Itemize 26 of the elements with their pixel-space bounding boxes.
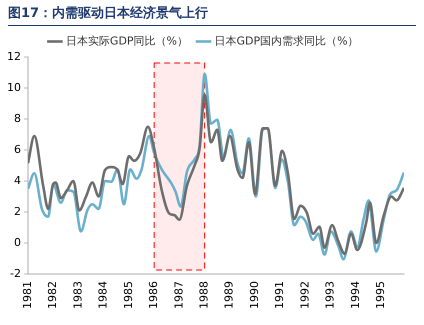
y-tick-label: -2 <box>10 266 21 280</box>
x-tick-label: 1993 <box>324 281 337 310</box>
y-tick-label: 2 <box>14 204 21 218</box>
x-tick-label: 1995 <box>374 281 388 310</box>
x-tick-label: 1991 <box>273 281 286 310</box>
x-tick-label: 1982 <box>46 281 60 310</box>
legend-label: 日本实际GDP同比（%） <box>66 34 188 48</box>
x-tick-label: 1986 <box>147 281 160 310</box>
legend-label: 日本GDP国内需求同比（%） <box>214 34 359 48</box>
chart-title: 图17：内需驱动日本经济景气上行 <box>8 4 416 26</box>
x-tick-label: 1985 <box>122 281 135 310</box>
x-tick-label: 1981 <box>20 281 34 310</box>
x-tick-label: 1990 <box>248 281 261 310</box>
x-tick-label: 1989 <box>222 281 236 310</box>
y-tick-label: 10 <box>6 80 21 94</box>
y-tick-label: 4 <box>14 174 21 187</box>
y-tick-label: 6 <box>14 142 21 156</box>
x-tick-label: 1983 <box>71 281 84 310</box>
x-tick-label: 1987 <box>172 281 186 310</box>
y-tick-label: 0 <box>14 236 21 249</box>
y-tick-label: 8 <box>14 112 21 125</box>
x-tick-label: 1988 <box>198 281 210 310</box>
x-tick-label: 1984 <box>96 281 110 310</box>
x-tick-label: 1994 <box>348 281 362 310</box>
y-tick-label: 12 <box>6 50 21 63</box>
x-tick-label: 1992 <box>298 281 312 310</box>
